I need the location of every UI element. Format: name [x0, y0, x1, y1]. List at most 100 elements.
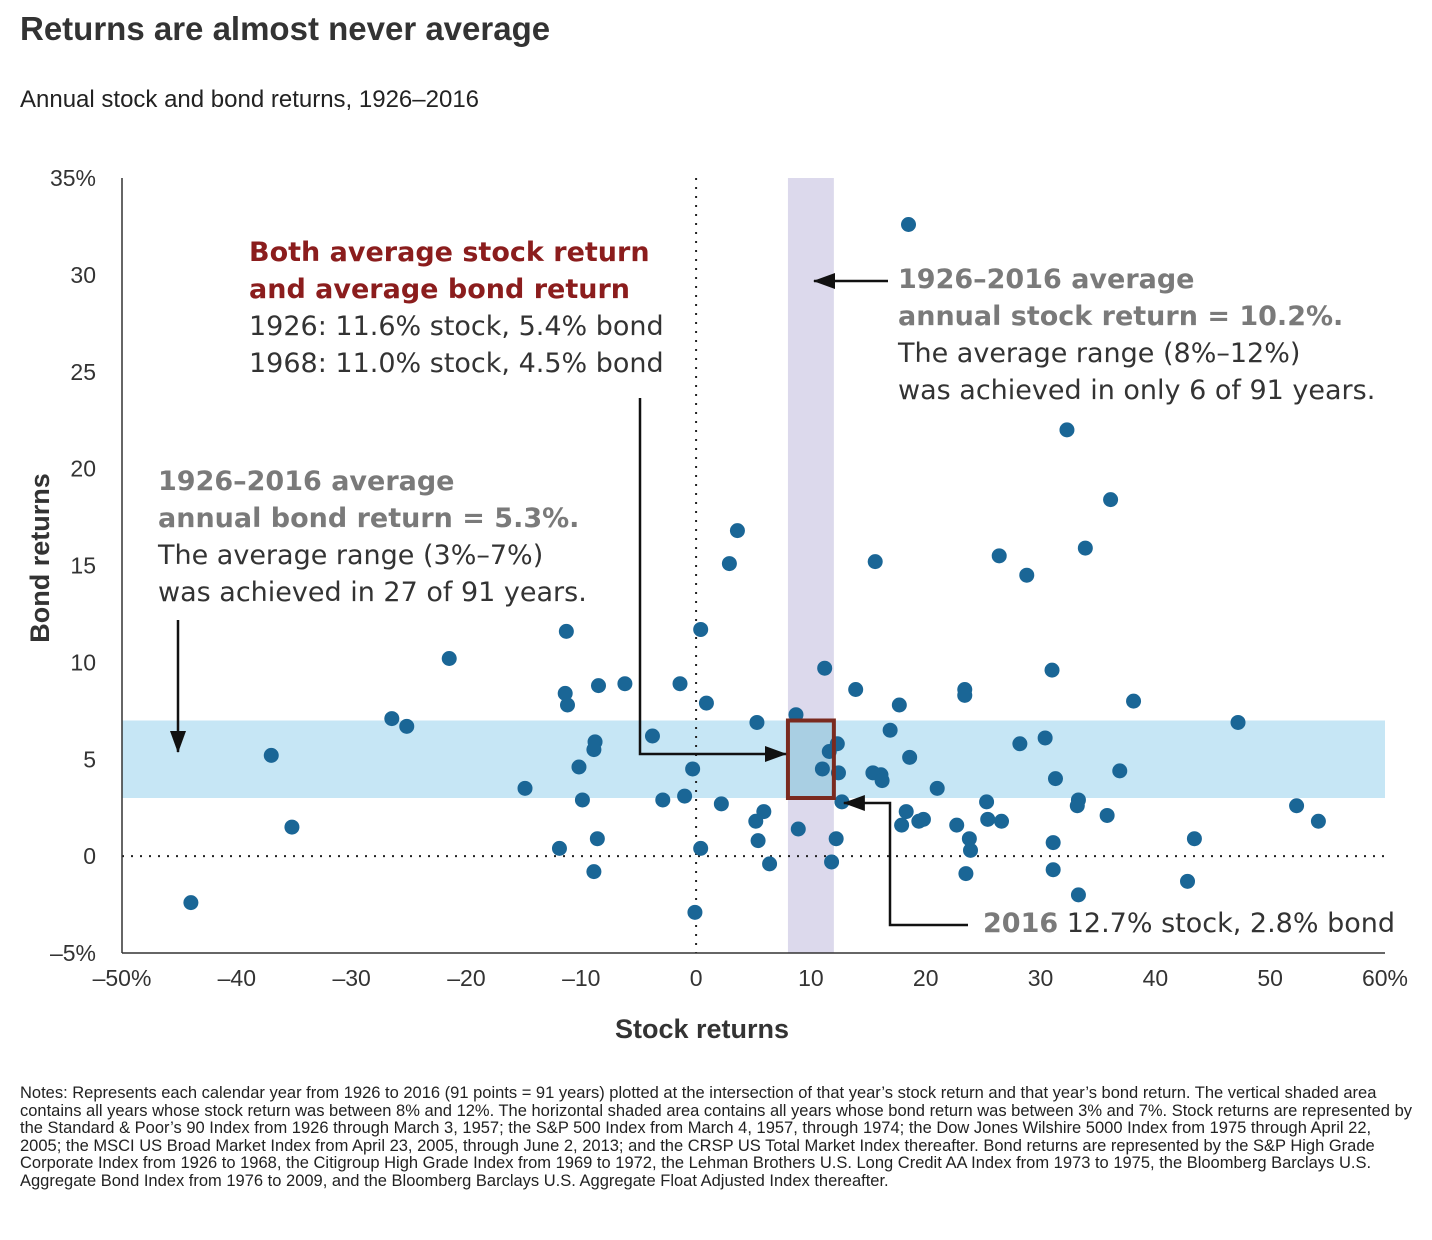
x-tick-label: 0	[690, 965, 703, 991]
y-tick-label: 30	[70, 262, 96, 288]
y-tick-label: –5%	[50, 940, 96, 966]
x-axis-title: Stock returns	[615, 1014, 789, 1044]
data-point	[994, 813, 1010, 829]
data-point	[1037, 730, 1053, 746]
bond-avg-line4: was achieved in 27 of 91 years.	[158, 577, 587, 608]
chart-title: Returns are almost never average	[20, 10, 551, 47]
data-point	[991, 548, 1007, 564]
data-point	[441, 651, 457, 666]
data-point	[979, 794, 995, 810]
data-point	[1047, 771, 1063, 787]
data-point	[677, 788, 693, 804]
data-point	[848, 682, 864, 697]
data-point	[1289, 798, 1305, 814]
data-point	[1012, 736, 1028, 752]
annotation-2016-values: 12.7% stock, 2.8% bond	[1058, 908, 1395, 939]
data-point	[894, 817, 910, 833]
data-point	[574, 792, 590, 808]
data-point	[750, 833, 766, 849]
annotation-bond-average: 1926–2016 average annual bond return = 5…	[157, 466, 587, 608]
scatter-chart: –50% –40 –30 –20 –10 0 10 20 30 40 50 60%35%3025201…	[25, 165, 1408, 1044]
data-point	[749, 714, 765, 730]
stock-avg-line4: was achieved in only 6 of 91 years.	[898, 375, 1375, 406]
vertical-band-stock-range	[787, 178, 834, 953]
data-point	[399, 718, 415, 734]
annotation-stock-average: 1926–2016 average annual stock return = …	[897, 264, 1375, 406]
data-point	[901, 217, 917, 232]
annotation-2016-year: 2016	[983, 908, 1058, 939]
axes	[121, 178, 1385, 954]
data-point	[589, 831, 605, 847]
reference-lines	[122, 178, 1385, 953]
bond-avg-line2: annual bond return = 5.3%.	[158, 503, 579, 534]
data-point	[790, 821, 806, 837]
x-tick-label: 20	[913, 965, 939, 991]
data-point	[929, 780, 945, 796]
data-point	[762, 856, 778, 872]
x-tick-label: 30	[1028, 965, 1054, 991]
data-point	[1230, 714, 1246, 730]
x-tick-label: –30	[332, 965, 370, 991]
both-avg-line3: 1926: 11.6% stock, 5.4% bond	[249, 311, 664, 342]
overlap-box-outline	[785, 718, 836, 800]
data-point	[891, 697, 907, 713]
x-tick-label: 50	[1257, 965, 1283, 991]
data-point	[814, 761, 830, 777]
bond-avg-line1: 1926–2016 average	[158, 466, 455, 497]
data-point	[1112, 763, 1128, 779]
data-point	[672, 676, 688, 692]
data-point	[1044, 662, 1060, 678]
data-point	[729, 523, 745, 539]
data-point	[980, 811, 996, 827]
band-overlap	[787, 720, 834, 798]
annotation-both-average: Both average stock return and average bo…	[249, 237, 664, 379]
x-tick-label: 60%	[1362, 965, 1408, 991]
data-point	[693, 621, 709, 637]
data-point	[557, 685, 573, 701]
data-point	[713, 796, 729, 812]
data-point	[828, 831, 844, 847]
data-points	[183, 217, 1326, 920]
data-point	[1019, 567, 1035, 583]
data-point	[1126, 693, 1142, 709]
x-tick-label: 40	[1143, 965, 1169, 991]
annotation-arrows	[170, 273, 968, 927]
data-point	[693, 840, 709, 856]
data-point	[384, 711, 400, 727]
data-point	[902, 749, 918, 765]
horizontal-band-bond-range	[122, 720, 1385, 798]
x-tick-label: –20	[447, 965, 485, 991]
x-tick-label: 10	[798, 965, 824, 991]
data-point	[748, 813, 764, 829]
y-tick-label: 10	[70, 649, 96, 675]
x-tick-label: –40	[218, 965, 256, 991]
bond-avg-line3: The average range (3%–7%)	[157, 540, 543, 571]
data-point	[1070, 887, 1086, 903]
data-point	[284, 819, 300, 835]
data-point	[1059, 422, 1075, 438]
annotation-2016: 2016 12.7% stock, 2.8% bond	[983, 908, 1395, 939]
data-point	[882, 722, 898, 738]
arrow-2016	[842, 795, 968, 927]
data-point	[824, 854, 840, 870]
data-point	[1077, 540, 1093, 556]
data-point	[1045, 835, 1061, 851]
data-point	[571, 759, 587, 775]
x-tick-label: –10	[562, 965, 600, 991]
data-point	[590, 678, 606, 694]
data-point	[1310, 813, 1326, 829]
y-tick-label: 5	[83, 746, 96, 772]
data-point	[644, 728, 660, 744]
data-point	[263, 747, 279, 763]
data-point	[1186, 831, 1202, 847]
y-tick-label: 35%	[50, 165, 96, 191]
data-point	[898, 804, 914, 820]
y-tick-label: 0	[83, 843, 96, 869]
chart-subtitle: Annual stock and bond returns, 1926–2016	[20, 86, 480, 113]
both-avg-line2: and average bond return	[249, 274, 630, 305]
both-avg-line4: 1968: 11.0% stock, 4.5% bond	[249, 348, 664, 379]
data-point	[1045, 862, 1061, 878]
data-point	[551, 840, 567, 856]
data-point	[867, 554, 883, 570]
data-point	[1069, 798, 1085, 814]
